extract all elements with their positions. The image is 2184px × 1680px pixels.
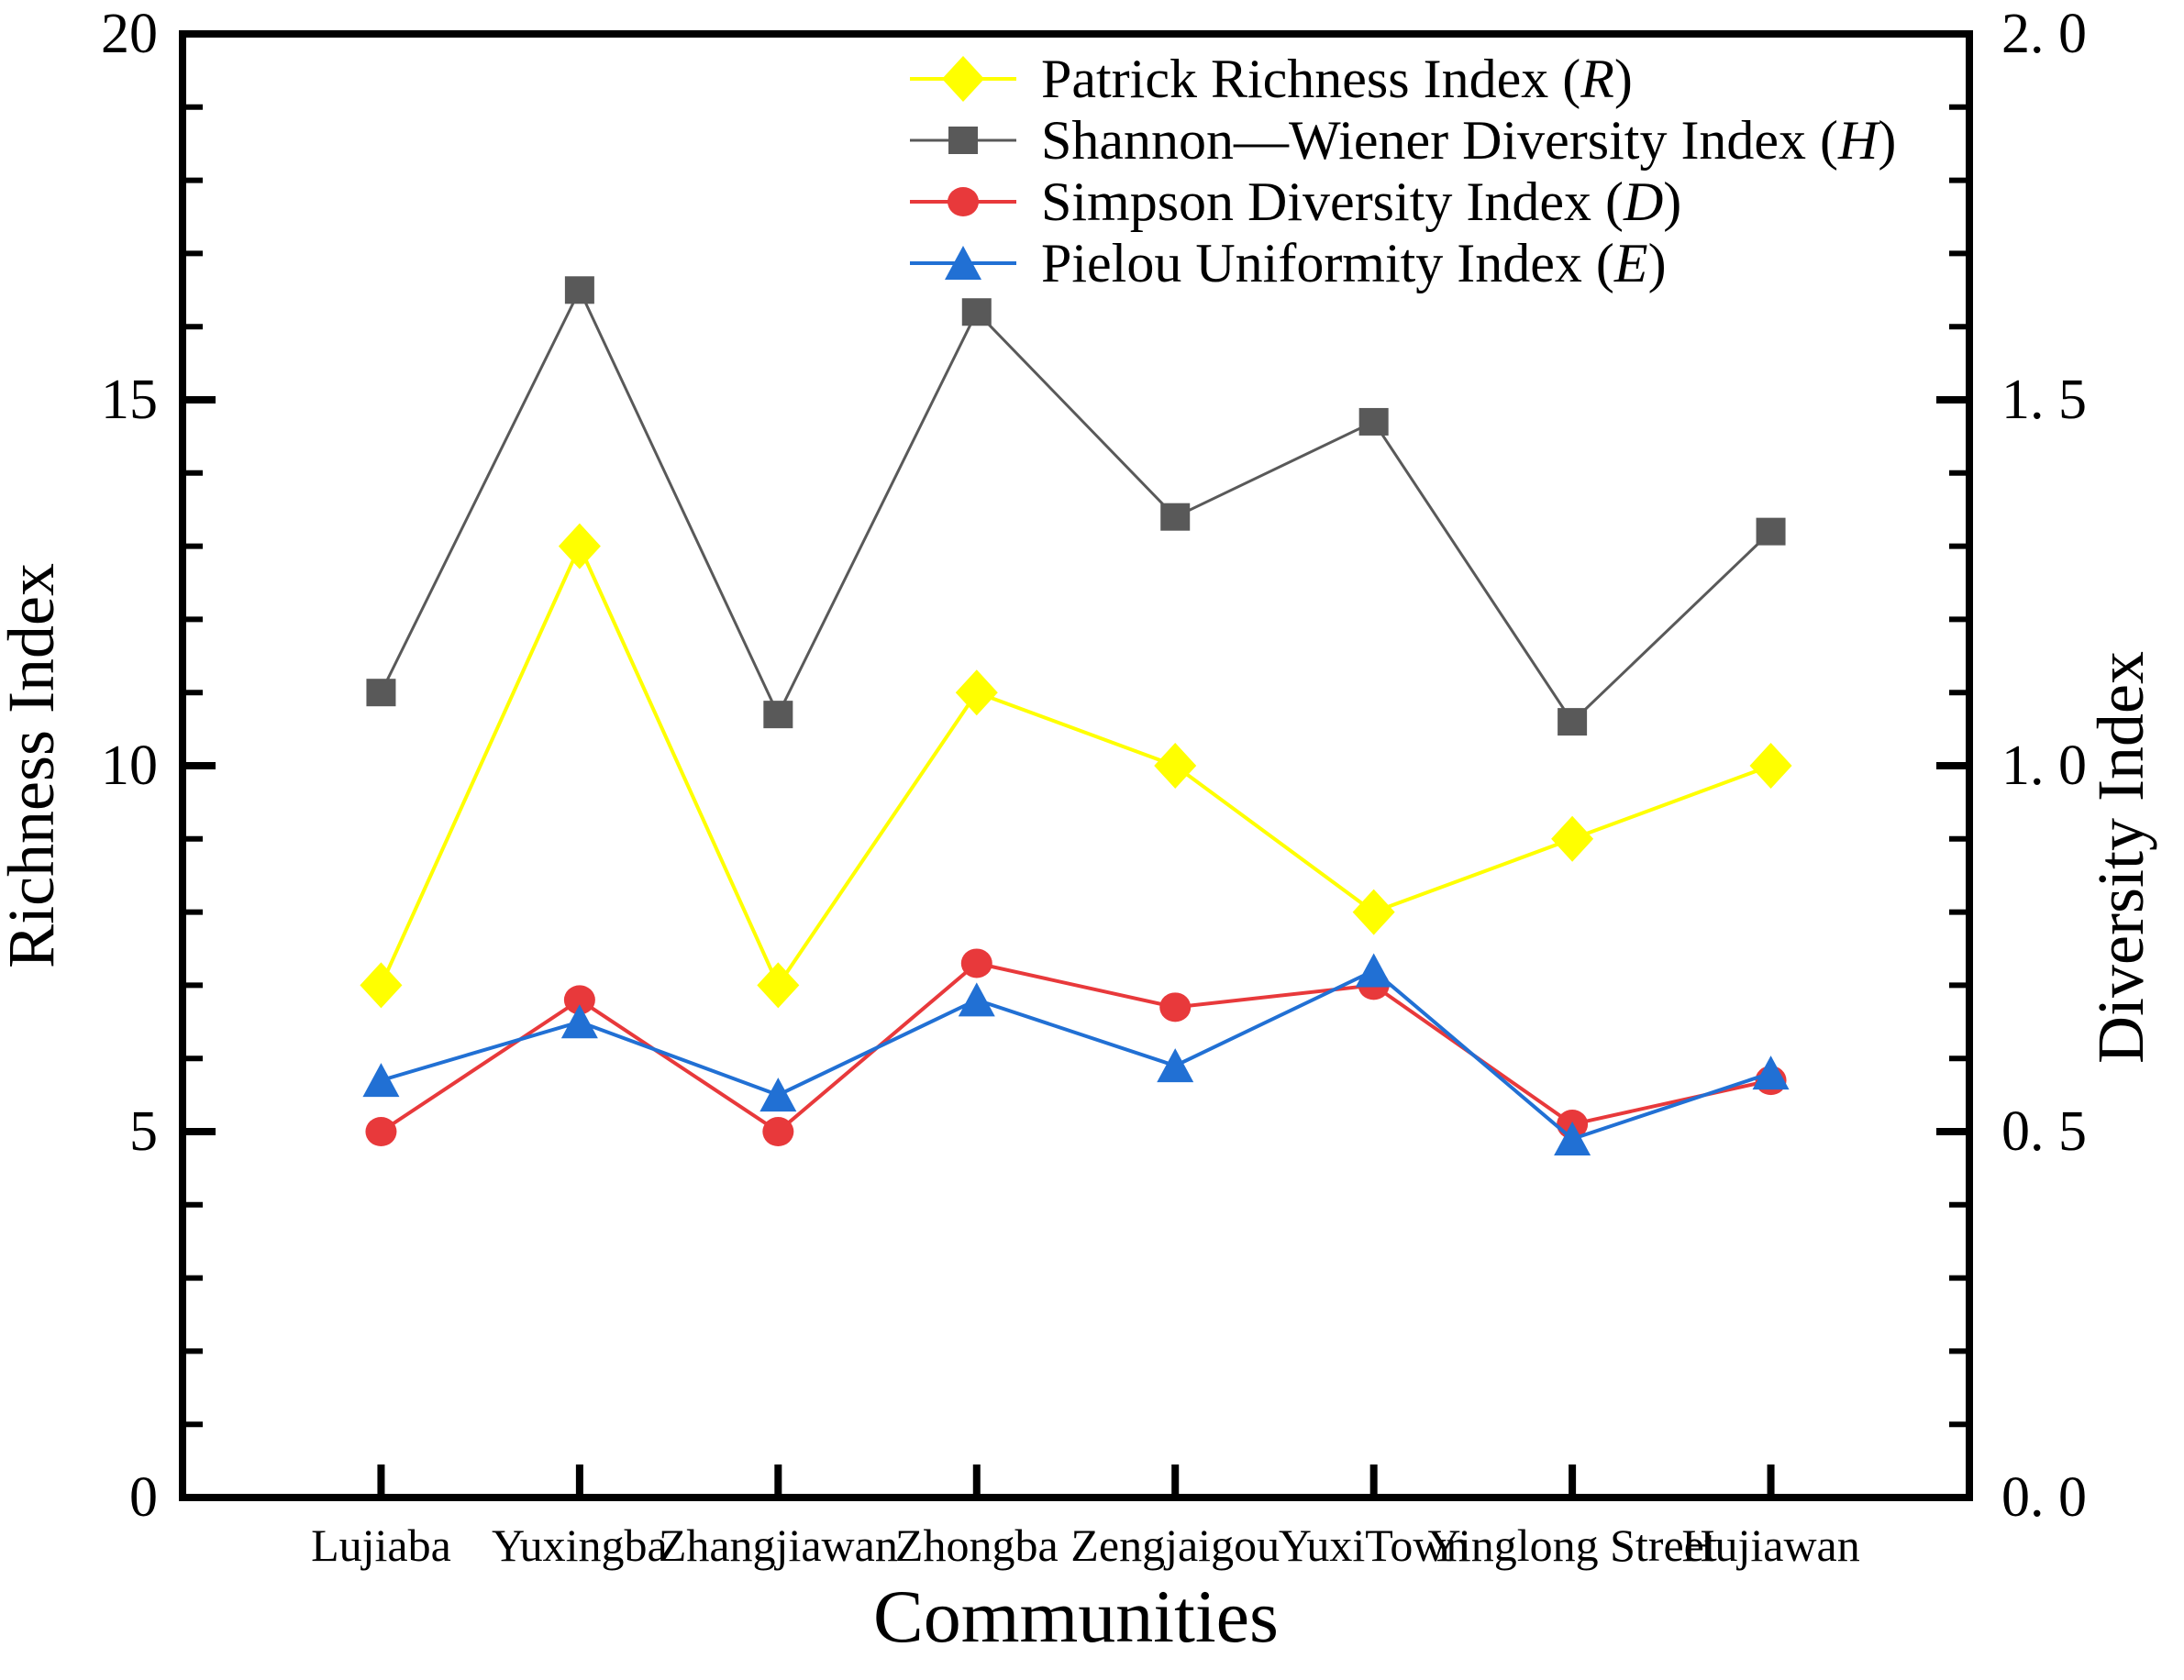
right-tick-label: 1. 5 xyxy=(2001,369,2087,431)
legend-item-h: Shannon—Wiener Diversity Index (H) xyxy=(910,110,1896,171)
legend: Patrick Richness Index (R)Shannon—Wiener… xyxy=(910,49,1896,293)
triangle-marker xyxy=(958,982,995,1017)
left-tick-label: 10 xyxy=(101,735,158,797)
series-e xyxy=(362,953,1790,1155)
right-tick-label: 0. 5 xyxy=(2001,1100,2087,1163)
tick-labels: 0 5 10 15 20 0. 0 0. 5 1. 0 1. 5 2. 0 Lujiaba Yuxin… xyxy=(101,3,2087,1571)
legend-label: Shannon—Wiener Diversity Index (H) xyxy=(1041,110,1896,171)
series-r xyxy=(360,523,1792,1009)
left-tick-label: 0 xyxy=(129,1466,158,1529)
right-tick-label: 1. 0 xyxy=(2001,735,2087,797)
diamond-icon xyxy=(942,56,984,102)
series-line-e xyxy=(380,968,1772,1142)
square-marker xyxy=(366,679,396,707)
right-axis-title: Diversity Index xyxy=(2084,651,2157,1064)
square-marker xyxy=(564,276,594,304)
x-category-label: Zengjaigou xyxy=(1070,1520,1280,1571)
right-tick-label: 0. 0 xyxy=(2001,1466,2087,1529)
square-marker xyxy=(763,701,793,729)
triangle-marker xyxy=(362,1063,400,1098)
circle-icon xyxy=(948,187,979,216)
legend-label: Simpson Diversity Index (D) xyxy=(1041,171,1681,232)
triangle-marker xyxy=(759,1078,797,1112)
series-line-h xyxy=(380,286,1772,724)
circle-marker xyxy=(960,948,992,978)
diamond-marker xyxy=(360,962,403,1009)
circle-marker xyxy=(762,1117,794,1146)
triangle-marker xyxy=(560,1004,598,1039)
triangle-marker xyxy=(1355,953,1392,988)
square-marker xyxy=(1558,708,1588,736)
triangle-icon xyxy=(945,246,981,280)
legend-item-d: Simpson Diversity Index (D) xyxy=(910,171,1681,232)
legend-label: Pielou Uniformity Index (E) xyxy=(1041,233,1667,293)
diamond-marker xyxy=(1352,889,1395,935)
circle-marker xyxy=(1159,992,1192,1022)
left-axis-title: Richness Index xyxy=(0,563,68,968)
left-tick-label: 20 xyxy=(101,3,158,65)
diamond-marker xyxy=(1154,743,1197,789)
x-axis-title: Communities xyxy=(873,1575,1279,1658)
x-category-label: Yuxingba xyxy=(492,1520,668,1571)
circle-marker xyxy=(365,1117,397,1146)
left-tick-label: 15 xyxy=(101,369,158,431)
square-marker xyxy=(1160,503,1191,531)
triangle-marker xyxy=(1554,1121,1591,1155)
series-h xyxy=(366,276,1786,736)
diamond-marker xyxy=(558,523,601,569)
legend-label: Patrick Richness Index (R) xyxy=(1041,49,1633,109)
series-line-d xyxy=(380,961,1771,1134)
series-line-r xyxy=(379,541,1772,989)
right-tick-label: 2. 0 xyxy=(2001,3,2087,65)
plot-frame xyxy=(179,30,1973,1501)
square-marker xyxy=(1756,517,1786,546)
square-marker xyxy=(961,298,992,326)
diamond-marker xyxy=(1749,743,1792,789)
x-category-label: Hujiawan xyxy=(1681,1520,1859,1571)
x-category-label: YuxiTown xyxy=(1279,1520,1469,1571)
x-category-label: Zhangjiawan xyxy=(659,1520,898,1571)
triangle-marker xyxy=(1752,1056,1790,1090)
diamond-marker xyxy=(1551,815,1594,862)
left-tick-label: 5 xyxy=(129,1100,158,1163)
circle-marker xyxy=(563,985,595,1015)
triangle-marker xyxy=(1157,1048,1194,1083)
legend-item-e: Pielou Uniformity Index (E) xyxy=(910,233,1667,293)
x-category-label: Zhongba xyxy=(895,1520,1059,1571)
x-category-label: Yinglong Street xyxy=(1427,1520,1716,1571)
square-marker xyxy=(1358,407,1389,436)
diamond-marker xyxy=(757,962,800,1009)
square-icon xyxy=(948,127,978,154)
diamond-marker xyxy=(955,669,998,716)
x-category-label: Lujiaba xyxy=(311,1520,451,1571)
legend-item-r: Patrick Richness Index (R) xyxy=(910,49,1633,109)
